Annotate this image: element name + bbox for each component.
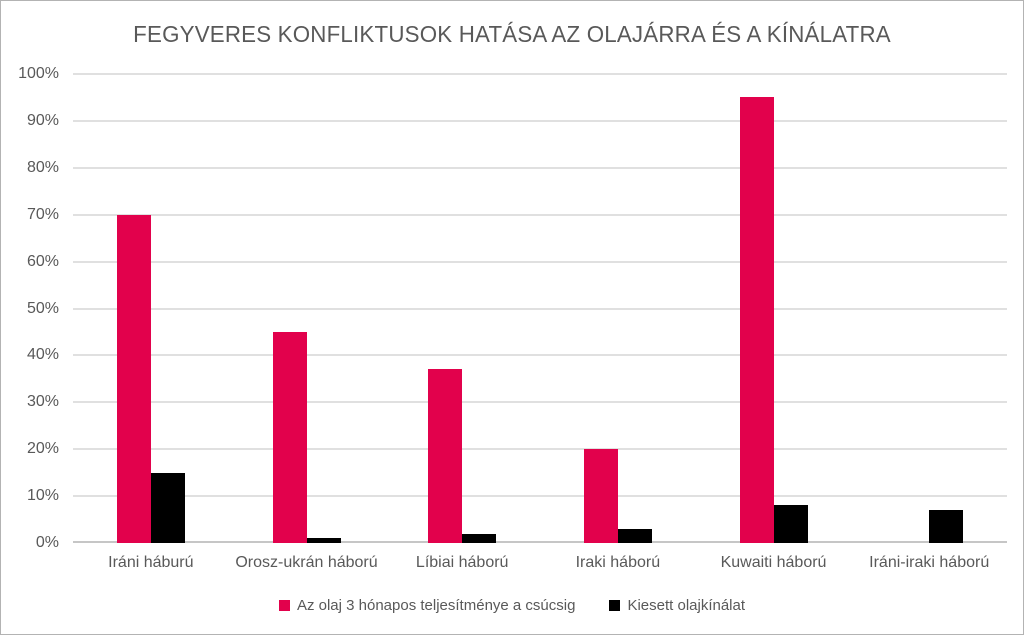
bars-layer [73,74,1007,543]
x-axis-category-labels: Iráni háburú Orosz-ukrán háború Líbiai háb… [73,554,1007,572]
bar-lost-supply [773,505,808,543]
gridline [73,213,1007,216]
bar-group [851,74,1007,543]
gridline [73,119,1007,122]
y-axis-tick-label: 40% [26,346,59,364]
gridline [73,307,1007,310]
legend-label: Az olaj 3 hónapos teljesítménye a csúcsi… [296,597,576,614]
y-axis-tick-label: 100% [18,65,59,82]
chart-title: FEGYVERES KONFLIKTUSOK HATÁSA AZ OLAJÁRR… [133,21,891,47]
legend-entry: Az olaj 3 hónapos teljesítménye a csúcsi… [278,597,576,614]
y-axis-tick-label: 20% [26,440,59,458]
y-axis-tick-labels: 0% 10% 20% 30% 40% 50% 60% 70% 80% 90% 100% [1,1,61,636]
bar-oil-performance [583,449,618,543]
legend-entry: Kiesett olajkínálat [609,597,745,614]
y-axis-tick-label: 50% [26,299,59,317]
x-axis-category-label: Líbiai háború [415,554,509,571]
bar-oil-performance [272,331,307,543]
plot-area [73,73,1007,543]
y-axis-tick-label: 10% [26,487,59,505]
gridline [73,354,1007,357]
y-axis-tick-label: 70% [26,205,59,223]
bar-oil-performance [428,369,463,543]
gridline [73,401,1007,404]
bar-group [229,74,385,543]
y-axis-tick-label: 0% [35,534,59,551]
y-axis-tick-label: 90% [26,111,59,129]
gridline [73,73,1007,75]
y-axis-tick-label: 60% [26,252,59,270]
bar-group [696,74,852,543]
x-axis-category-label: Kuwaiti háború [720,554,827,571]
bar-group [540,74,696,543]
legend: Az olaj 3 hónapos teljesítménye a csúcsi… [1,597,1023,614]
bar-oil-performance [116,214,151,543]
bar-lost-supply [462,533,497,543]
x-axis-category-label: Iráni-iraki háború [869,554,990,571]
gridline [73,448,1007,451]
bar-group [384,74,540,543]
x-axis-category-label: Orosz-ukrán háború [235,554,378,571]
x-axis-category-label: Iraki háború [575,554,661,571]
gridline [73,166,1007,169]
bar-oil-performance [739,97,774,543]
bar-lost-supply [306,538,341,543]
bar-lost-supply [150,472,185,543]
gridline [73,260,1007,263]
x-axis-baseline [73,541,1007,543]
y-axis-tick-label: 80% [26,158,59,176]
bar-group [73,74,229,543]
x-axis-category-label: Iráni háburú [108,554,194,571]
y-axis-tick-label: 30% [26,393,59,411]
bar-lost-supply [617,528,652,543]
legend-label: Kiesett olajkínálat [627,597,746,614]
legend-swatch-icon [278,600,290,611]
bar-lost-supply [929,510,964,543]
legend-swatch-icon [609,600,621,611]
gridline [73,495,1007,498]
